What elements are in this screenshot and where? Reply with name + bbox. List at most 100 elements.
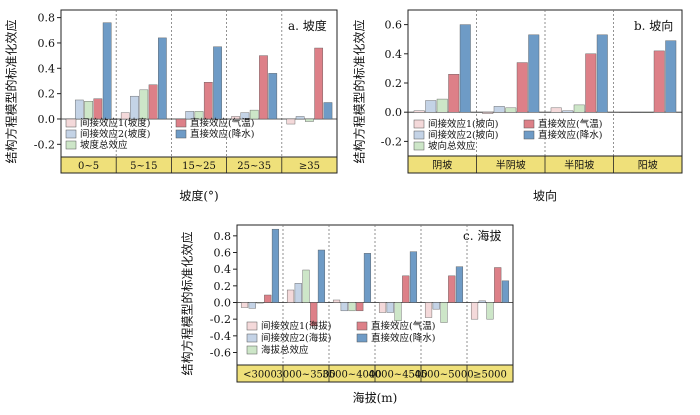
bar — [619, 111, 631, 113]
legend-label: 海拔总效应 — [261, 344, 309, 356]
bar — [203, 82, 213, 120]
x-axis-label: 海拔(m) — [353, 390, 398, 405]
y-tick-label: 0.4 — [385, 48, 403, 61]
category-label: 3500~4000 — [322, 370, 381, 381]
legend-swatch — [356, 333, 368, 343]
bar — [240, 112, 250, 120]
bar — [550, 107, 562, 113]
bar — [436, 98, 448, 113]
bar — [271, 228, 280, 303]
bar — [295, 116, 305, 120]
bar — [505, 107, 517, 113]
bar — [386, 302, 394, 313]
legend-swatch — [523, 130, 535, 140]
y-axis-label: 结构方程模型的标准化效应 — [180, 231, 195, 375]
legend-label: 直接效应(降水) — [371, 332, 435, 344]
category-label: 半阴坡 — [496, 159, 526, 172]
y-axis-label: 结构方程模型的标准化效应 — [4, 19, 19, 163]
y-tick-label: -0.6 — [210, 347, 231, 360]
bar — [494, 267, 502, 303]
y-tick-label: -0.2 — [34, 138, 55, 151]
bar — [448, 74, 460, 113]
bar — [413, 110, 425, 113]
bar — [402, 275, 410, 303]
legend-label: 间接效应2(海拔) — [261, 332, 331, 344]
legend-label: 直接效应(气温) — [371, 320, 435, 332]
y-tick-label: -0.2 — [381, 135, 402, 148]
y-tick-label: 0.2 — [385, 77, 403, 90]
bar — [653, 50, 665, 113]
category-label: 4000~4500 — [368, 370, 427, 381]
bar — [240, 302, 249, 308]
bar — [562, 110, 574, 113]
bar — [448, 275, 456, 303]
legend-swatch — [246, 345, 258, 355]
bar — [249, 109, 259, 120]
legend-swatch — [413, 130, 425, 140]
legend-swatch — [246, 333, 258, 343]
y-tick-label: 0.2 — [38, 88, 56, 101]
legend-label: 直接效应(降水) — [190, 128, 254, 140]
chart-panel-1: -0.2 0.0 0.2 0.4 0.6 0.8 0~5 5~15 15~25 25~35 ≥35 a… — [4, 9, 338, 203]
category-band — [60, 156, 338, 174]
bar — [310, 302, 318, 327]
category-label: ≥5000 — [473, 370, 507, 381]
y-tick-label: 0.4 — [38, 62, 56, 75]
bar — [93, 98, 103, 120]
y-tick-label: 0.8 — [38, 12, 56, 25]
y-tick-label: 0.6 — [214, 247, 232, 260]
legend-label: 间接效应1(坡向) — [428, 118, 498, 130]
y-tick-label: 0.6 — [38, 37, 56, 50]
legend-swatch — [65, 129, 77, 139]
y-tick-label: 0.0 — [385, 106, 403, 119]
y-tick-label: 0.0 — [38, 113, 56, 126]
bar — [317, 249, 326, 303]
bar — [432, 302, 440, 310]
legend-swatch — [413, 141, 425, 151]
y-tick-label: 0.4 — [214, 263, 232, 276]
bar — [455, 266, 464, 303]
y-tick-label: -0.4 — [210, 330, 231, 343]
legend-swatch — [413, 119, 425, 129]
y-axis-label: 结构方程模型的标准化效应 — [352, 19, 367, 163]
legend-swatch — [65, 118, 77, 128]
bar — [470, 302, 479, 320]
bar — [378, 302, 387, 313]
legend-label: 间接效应1(海拔) — [261, 320, 331, 332]
bar — [516, 62, 528, 113]
category-label: 15~25 — [182, 161, 216, 172]
bar — [630, 111, 642, 113]
y-tick-label: 0.0 — [214, 297, 232, 310]
legend-label: 直接效应(降水) — [538, 129, 602, 141]
category-label: 阴坡 — [432, 159, 452, 172]
category-label: 4500~5000 — [414, 370, 473, 381]
bar — [340, 302, 348, 312]
bar — [259, 55, 268, 120]
legend-label: 间接效应2(坡向) — [428, 129, 498, 141]
bar — [323, 102, 333, 120]
bar — [302, 269, 310, 303]
category-label: 半阳坡 — [564, 159, 594, 172]
bar — [194, 111, 204, 120]
y-tick-label: -0.2 — [210, 313, 231, 326]
bar — [528, 34, 540, 113]
bar — [256, 302, 264, 304]
bar — [585, 53, 597, 113]
bar — [314, 47, 324, 120]
bar — [148, 84, 158, 120]
legend-label: 间接效应1(坡度) — [80, 117, 150, 129]
bar — [286, 118, 296, 125]
category-label: 3000~3500 — [276, 370, 335, 381]
bar — [248, 302, 256, 309]
bar — [332, 299, 341, 303]
bar — [231, 116, 240, 120]
bar — [665, 40, 677, 113]
bar — [493, 106, 505, 113]
legend-label: 直接效应(气温) — [190, 117, 254, 129]
bar — [596, 34, 608, 113]
panel-label: a. 坡度 — [288, 18, 327, 33]
panel-label: b. 坡向 — [634, 18, 673, 33]
bar — [486, 302, 494, 320]
